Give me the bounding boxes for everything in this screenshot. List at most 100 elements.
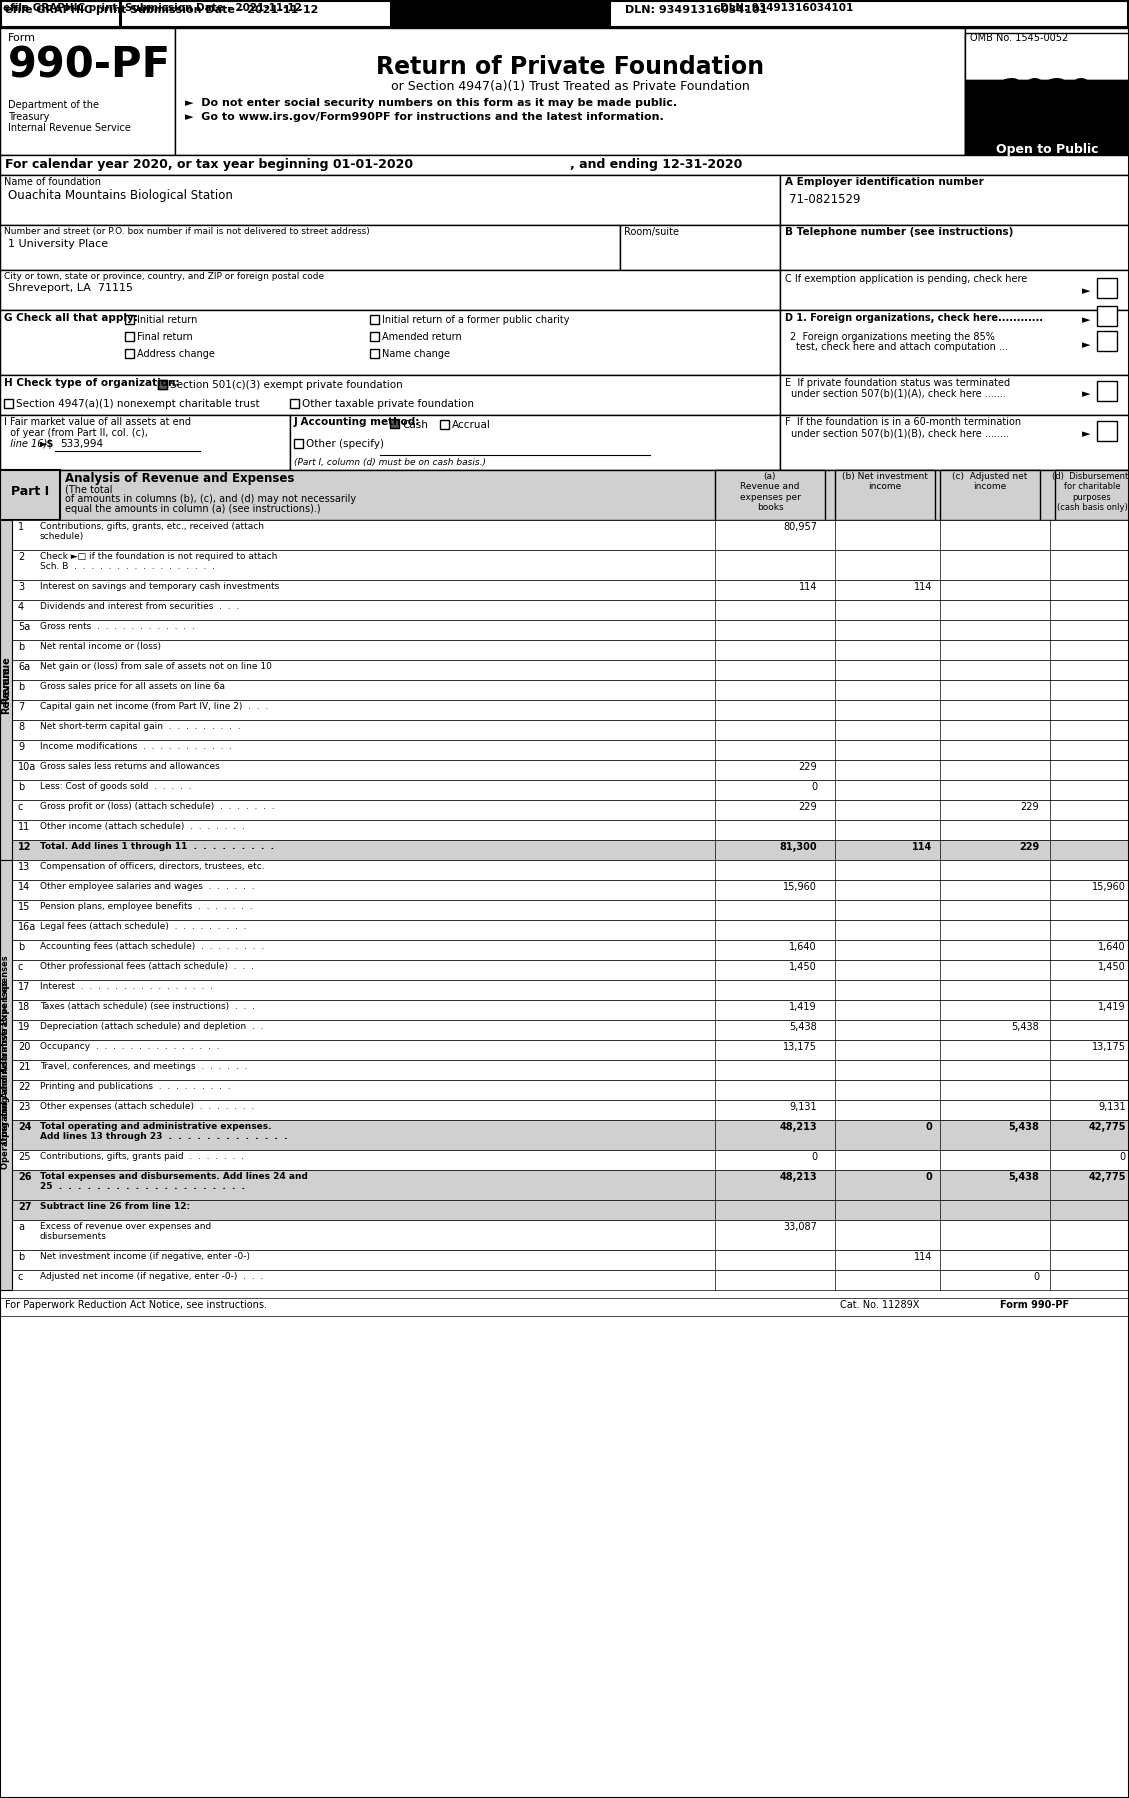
Text: 25: 25: [18, 1153, 30, 1162]
Text: 15,960: 15,960: [784, 883, 817, 892]
Text: c: c: [18, 1271, 24, 1282]
Text: (a)
Revenue and
expenses per
books: (a) Revenue and expenses per books: [739, 473, 800, 512]
Text: D 1. Foreign organizations, check here............: D 1. Foreign organizations, check here..…: [785, 313, 1043, 324]
Text: DLN: 93491316034101: DLN: 93491316034101: [720, 4, 854, 13]
Bar: [294, 439, 303, 448]
Text: Sch. B  .  .  .  .  .  .  .  .  .  .  .  .  .  .  .  .  .: Sch. B . . . . . . . . . . . . . . . . .: [40, 563, 215, 572]
Text: 26: 26: [18, 1172, 32, 1181]
Text: 114: 114: [913, 1251, 933, 1262]
Text: Initial return of a former public charity: Initial return of a former public charit…: [382, 315, 569, 325]
Text: Ouachita Mountains Biological Station: Ouachita Mountains Biological Station: [8, 189, 233, 201]
Text: 1,640: 1,640: [789, 942, 817, 951]
Text: 11: 11: [18, 822, 30, 832]
Bar: [12, 1151, 1129, 1170]
Text: 229: 229: [798, 802, 817, 813]
Bar: [1, 2, 120, 27]
Text: 1,640: 1,640: [1099, 942, 1126, 951]
Text: C If exemption application is pending, check here: C If exemption application is pending, c…: [785, 273, 1027, 284]
Text: Analysis of Revenue and Expenses: Analysis of Revenue and Expenses: [65, 473, 295, 485]
Text: Contributions, gifts, grants paid  .  .  .  .  .  .  .: Contributions, gifts, grants paid . . . …: [40, 1153, 244, 1162]
Text: b: b: [18, 642, 24, 653]
Text: 13: 13: [18, 861, 30, 872]
Bar: [780, 174, 1129, 225]
Text: b: b: [18, 942, 24, 951]
Text: 6a: 6a: [18, 662, 30, 672]
Bar: [1097, 381, 1117, 401]
Bar: [12, 1061, 1129, 1081]
Bar: [0, 155, 1129, 174]
Text: 5,438: 5,438: [1008, 1122, 1039, 1133]
Text: Total operating and administrative expenses.: Total operating and administrative expen…: [40, 1122, 271, 1131]
Text: Subtract line 26 from line 12:: Subtract line 26 from line 12:: [40, 1203, 190, 1212]
Bar: [12, 980, 1129, 1000]
Bar: [12, 581, 1129, 601]
Text: E  If private foundation status was terminated: E If private foundation status was termi…: [785, 378, 1010, 388]
Text: Operating and Administrative Expenses: Operating and Administrative Expenses: [1, 980, 10, 1169]
Bar: [835, 469, 935, 520]
Text: 1,450: 1,450: [789, 962, 817, 973]
Text: 7: 7: [18, 701, 24, 712]
Bar: [158, 379, 167, 388]
Bar: [780, 270, 1129, 309]
Text: of year (from Part II, col. (c),: of year (from Part II, col. (c),: [5, 428, 148, 439]
Text: 24: 24: [18, 1122, 32, 1133]
Text: Net short-term capital gain  .  .  .  .  .  .  .  .  .: Net short-term capital gain . . . . . . …: [40, 723, 240, 732]
Text: 0: 0: [811, 1153, 817, 1162]
Bar: [0, 309, 780, 376]
Text: Submission Date - 2021-11-12: Submission Date - 2021-11-12: [125, 4, 301, 13]
Text: c: c: [18, 802, 24, 813]
Text: Department of the
Treasury
Internal Revenue Service: Department of the Treasury Internal Reve…: [8, 101, 131, 133]
Bar: [0, 0, 1129, 29]
Text: F  If the foundation is in a 60-month termination: F If the foundation is in a 60-month ter…: [785, 417, 1021, 426]
Text: Other income (attach schedule)  .  .  .  .  .  .  .: Other income (attach schedule) . . . . .…: [40, 822, 245, 831]
Text: City or town, state or province, country, and ZIP or foreign postal code: City or town, state or province, country…: [5, 271, 324, 280]
Bar: [1054, 469, 1129, 520]
Text: 13,175: 13,175: [1092, 1043, 1126, 1052]
Text: 2  Foreign organizations meeting the 85%: 2 Foreign organizations meeting the 85%: [790, 333, 995, 342]
Bar: [12, 741, 1129, 761]
Text: or Section 4947(a)(1) Trust Treated as Private Foundation: or Section 4947(a)(1) Trust Treated as P…: [391, 79, 750, 93]
Text: 81,300: 81,300: [779, 841, 817, 852]
Text: 10a: 10a: [18, 762, 36, 771]
Text: Interest  .  .  .  .  .  .  .  .  .  .  .  .  .  .  .  .: Interest . . . . . . . . . . . . . . . .: [40, 982, 213, 991]
Text: b: b: [18, 681, 24, 692]
Bar: [12, 550, 1129, 581]
Text: Cat. No. 11289X: Cat. No. 11289X: [840, 1300, 919, 1311]
Text: 2: 2: [18, 552, 24, 563]
Text: Occupancy  .  .  .  .  .  .  .  .  .  .  .  .  .  .  .: Occupancy . . . . . . . . . . . . . . .: [40, 1043, 219, 1052]
Text: 8: 8: [18, 723, 24, 732]
Bar: [12, 820, 1129, 840]
Text: Open to Public
Inspection: Open to Public Inspection: [996, 144, 1099, 171]
Bar: [12, 1081, 1129, 1100]
Text: Revenue: Revenue: [1, 656, 11, 703]
Text: Other taxable private foundation: Other taxable private foundation: [301, 399, 474, 408]
Bar: [12, 1170, 1129, 1199]
Bar: [12, 1039, 1129, 1061]
Bar: [780, 376, 1129, 415]
Bar: [965, 32, 1129, 79]
Text: 42,775: 42,775: [1088, 1172, 1126, 1181]
Text: Part I: Part I: [11, 485, 49, 498]
Text: Final return: Final return: [137, 333, 193, 342]
Bar: [12, 901, 1129, 921]
Text: Cash: Cash: [402, 421, 428, 430]
Text: Less: Cost of goods sold  .  .  .  .  .: Less: Cost of goods sold . . . . .: [40, 782, 192, 791]
Text: of amounts in columns (b), (c), and (d) may not necessarily: of amounts in columns (b), (c), and (d) …: [65, 494, 356, 503]
Text: 80,957: 80,957: [784, 521, 817, 532]
Bar: [1, 2, 121, 27]
Bar: [12, 960, 1129, 980]
Bar: [370, 315, 379, 324]
Text: c: c: [18, 962, 24, 973]
Text: Add lines 13 through 23  .  .  .  .  .  .  .  .  .  .  .  .  .: Add lines 13 through 23 . . . . . . . . …: [40, 1133, 288, 1142]
Text: Section 4947(a)(1) nonexempt charitable trust: Section 4947(a)(1) nonexempt charitable …: [16, 399, 260, 408]
Text: Gross sales less returns and allowances: Gross sales less returns and allowances: [40, 762, 220, 771]
Bar: [620, 225, 780, 270]
Text: ►: ►: [1082, 315, 1091, 325]
Bar: [12, 1120, 1129, 1151]
Bar: [12, 840, 1129, 859]
Text: under section 507(b)(1)(B), check here ........: under section 507(b)(1)(B), check here .…: [791, 428, 1009, 439]
Text: 17: 17: [18, 982, 30, 992]
Bar: [780, 225, 1129, 270]
Text: 15,960: 15,960: [1092, 883, 1126, 892]
Text: 2020: 2020: [1000, 77, 1093, 110]
